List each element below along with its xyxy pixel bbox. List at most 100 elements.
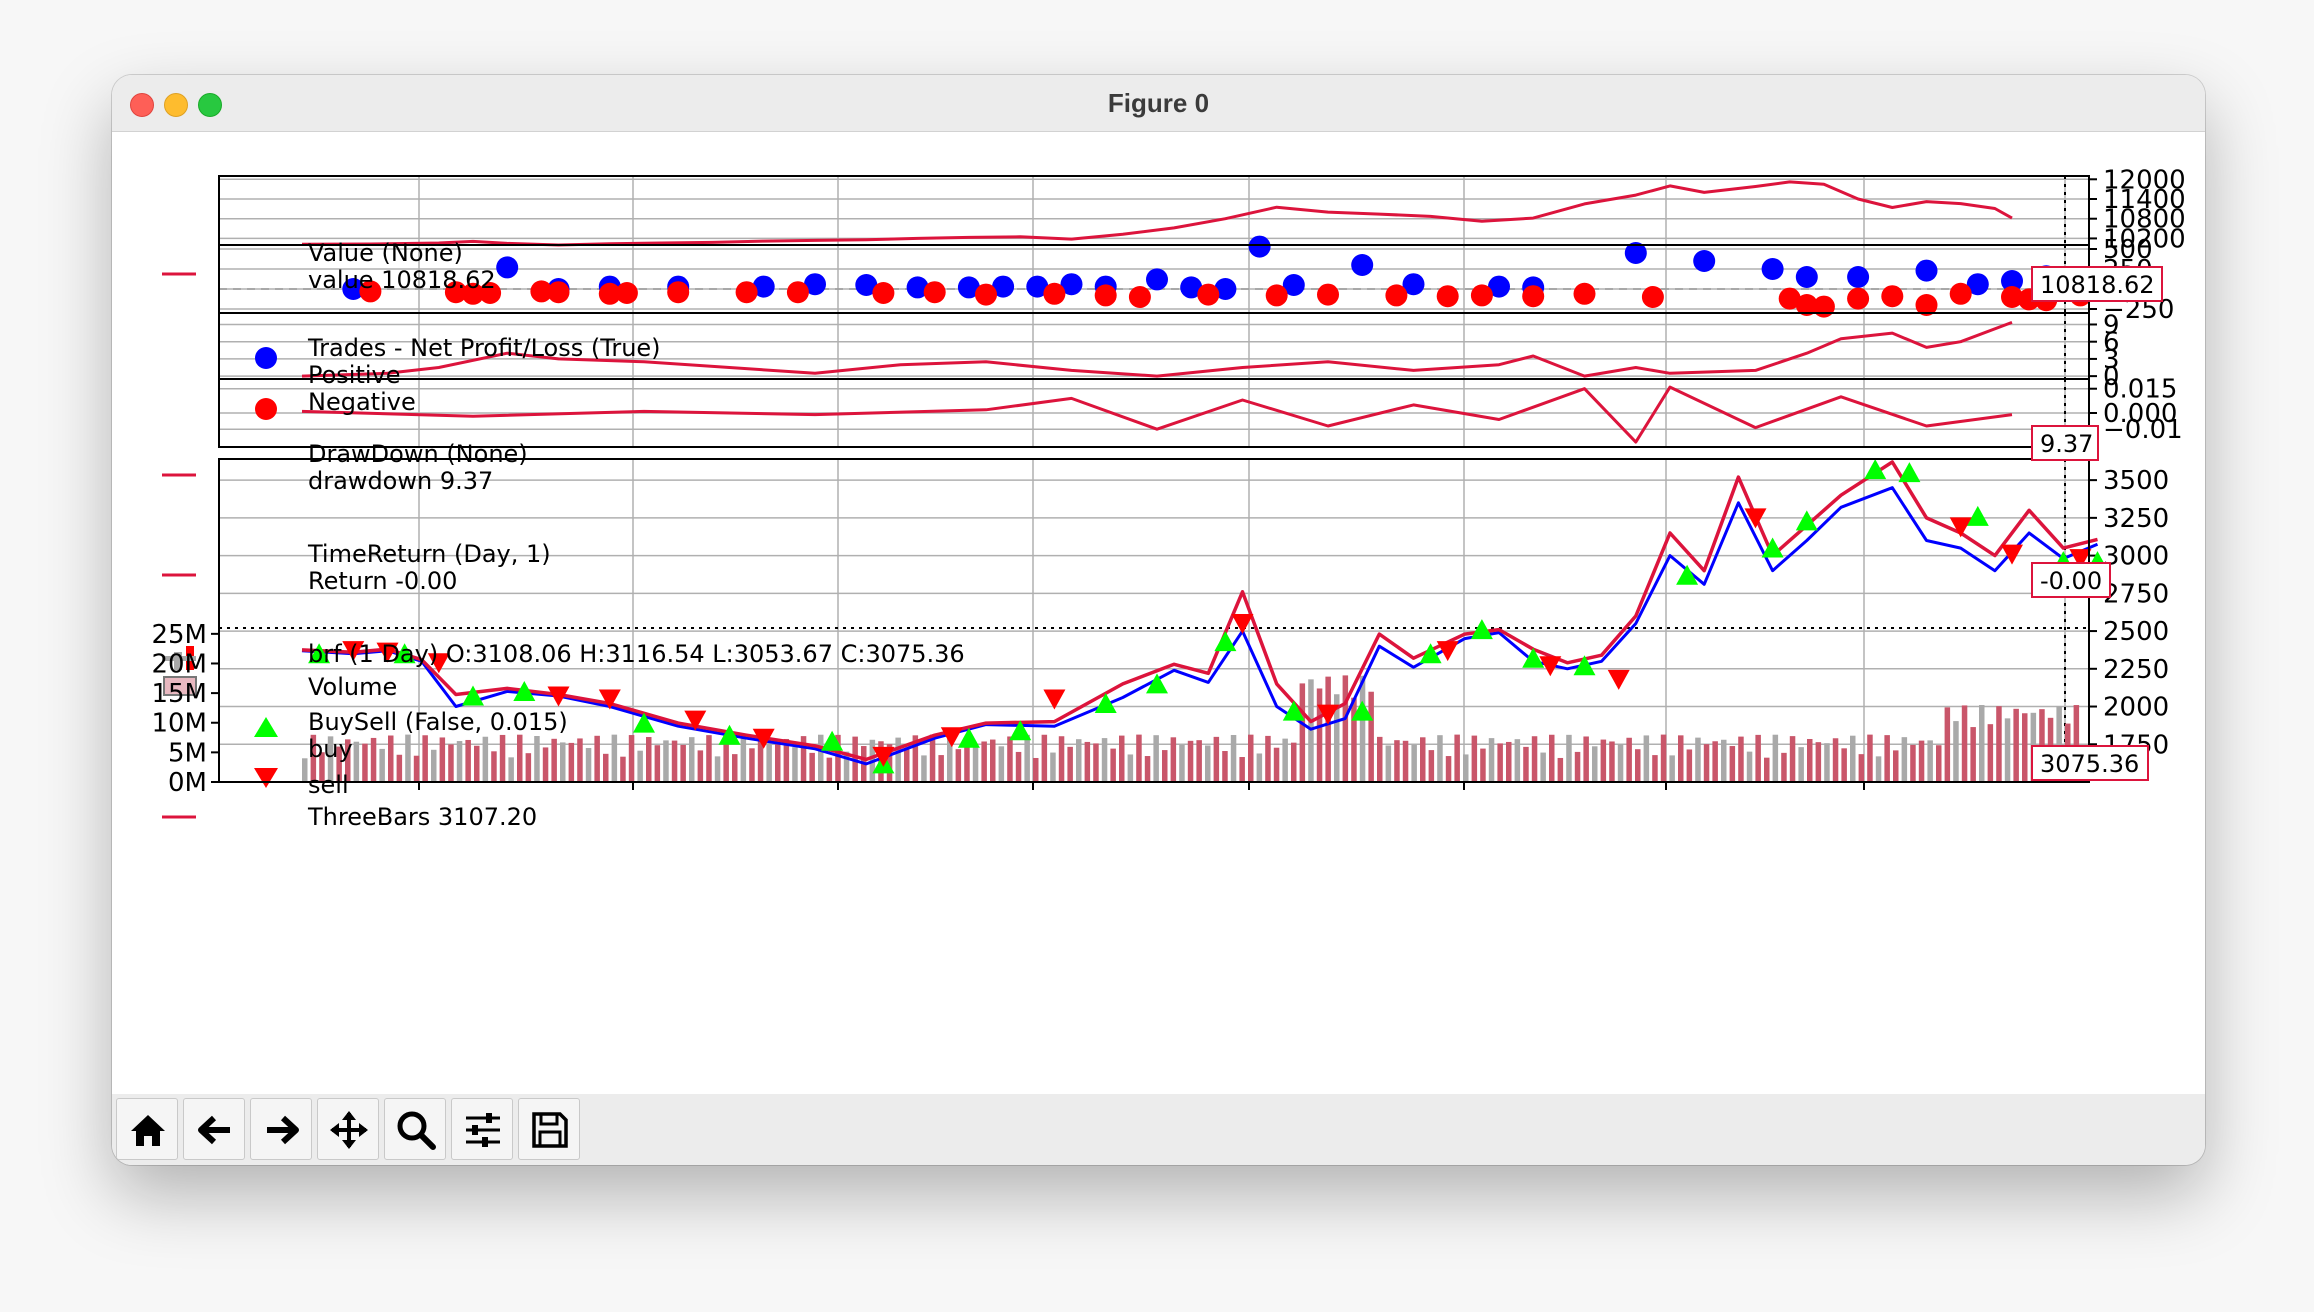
trade-positive-marker: [1693, 250, 1716, 272]
volume-bar: [1471, 735, 1478, 782]
volume-bar: [1540, 752, 1546, 782]
volume-bar: [491, 751, 497, 782]
price-legend-sell: sell: [308, 771, 349, 799]
data-series: [301, 180, 2109, 782]
sell-marker: [2069, 549, 2092, 570]
volume-bar: [1884, 735, 1890, 782]
volume-bar: [783, 738, 790, 782]
trades-axis-tick-label: 500: [2103, 235, 2153, 265]
volume-bar: [310, 734, 317, 782]
drawdown-tag: 9.37: [2031, 425, 2099, 461]
value-axes-frame: [218, 175, 2090, 246]
price-axis-tick-label: 2250: [2103, 655, 2169, 685]
trade-positive-marker: [1180, 276, 1203, 299]
volume-bar: [474, 745, 480, 782]
buy-marker: [1573, 655, 1596, 676]
volume-bar: [508, 757, 514, 782]
volume-bar: [1746, 751, 1753, 782]
volume-bar: [499, 734, 506, 782]
volume-bar: [1437, 735, 1443, 782]
volume-bar: [568, 742, 575, 782]
trade-positive-marker: [342, 278, 365, 300]
trade-negative-marker: [872, 282, 895, 304]
volume-bar: [336, 746, 342, 782]
backtrader-figure[interactable]: Value (None) value 10818.62 Trades - Net…: [112, 132, 2205, 1094]
trade-negative-marker: [1881, 285, 1904, 308]
trade-negative-marker: [1915, 294, 1938, 316]
volume-bar: [1755, 734, 1761, 782]
sell-marker: [1744, 508, 1767, 529]
volume-bar: [775, 742, 781, 782]
trade-negative-marker: [1812, 295, 1835, 318]
configure-button[interactable]: [451, 1098, 513, 1160]
volume-bar: [1531, 736, 1538, 782]
trade-negative-marker: [786, 281, 809, 304]
sell-marker: [1539, 656, 1562, 677]
volume-bar: [362, 743, 368, 782]
trades-legend-title: Trades - Net Profit/Loss (True): [307, 334, 661, 362]
volume-bar: [1643, 735, 1650, 782]
forward-button[interactable]: [250, 1098, 312, 1160]
close-window-button[interactable]: [130, 93, 154, 117]
volume-bar: [1566, 734, 1572, 782]
volume-bar: [1867, 734, 1873, 782]
buy-marker: [957, 727, 980, 748]
volume-bar: [551, 738, 557, 782]
volume-bar: [1239, 757, 1245, 782]
zoom-icon: [397, 1111, 436, 1150]
volume-bar: [740, 735, 747, 782]
trade-positive-marker: [496, 256, 519, 279]
volume-bar: [1351, 697, 1357, 782]
buy-marker: [1864, 459, 1887, 480]
value-tag: 10818.62: [2031, 266, 2163, 302]
sell-marker: [2001, 544, 2023, 565]
volume-bar: [1764, 757, 1770, 782]
volume-bar: [534, 736, 540, 782]
volume-bar: [1170, 737, 1177, 782]
buy-marker: [462, 685, 484, 706]
timereturn-legend-value: Return -0.00: [308, 567, 457, 595]
drawdown-axis-tick-label: 3: [2103, 345, 2120, 375]
price-legend-threebars: ThreeBars 3107.20: [307, 803, 537, 831]
trade-positive-marker: [804, 273, 826, 296]
volume-bar: [1144, 756, 1151, 782]
volume-bar: [1213, 736, 1220, 782]
volume-bar: [1024, 734, 1030, 782]
trade-positive-marker: [855, 274, 878, 296]
volume-bar: [1635, 749, 1641, 782]
trades-legend-negative: Negative: [308, 388, 416, 416]
volume-bar: [1256, 753, 1263, 782]
buy-marker: [308, 643, 331, 664]
buy-marker: [633, 712, 655, 733]
volume-bar: [1592, 746, 1598, 782]
volume-bar: [1824, 743, 1830, 782]
volume-bar: [714, 756, 721, 782]
minimize-window-button[interactable]: [164, 93, 188, 117]
volume-bar: [646, 737, 652, 782]
pan-button[interactable]: [317, 1098, 379, 1160]
trade-negative-marker: [2001, 286, 2023, 308]
home-button[interactable]: [116, 1098, 178, 1160]
volume-bar: [1987, 724, 1994, 782]
zoom-button[interactable]: [384, 1098, 446, 1160]
drawdown-axis-tick-label: 6: [2103, 328, 2120, 358]
sell-marker: [342, 641, 365, 662]
save-button[interactable]: [518, 1098, 580, 1160]
volume-bar: [1979, 705, 1985, 782]
volume-bar: [1299, 683, 1306, 782]
volume-bar: [689, 737, 695, 782]
drawdown-legend-title: DrawDown (None): [308, 440, 528, 468]
volume-bar: [353, 741, 360, 782]
volume-bar: [938, 755, 944, 782]
volume-bar: [2073, 705, 2080, 782]
sell-marker: [376, 642, 399, 663]
volume-bar: [1583, 736, 1589, 782]
price-axis-tick-label: 3000: [2103, 542, 2169, 572]
volume-bar: [611, 734, 618, 782]
trade-negative-marker: [1128, 286, 1151, 308]
volume-bar: [1050, 752, 1056, 782]
plot-canvas[interactable]: Value (None) value 10818.62 Trades - Net…: [112, 132, 2205, 1094]
back-button[interactable]: [183, 1098, 245, 1160]
maximize-window-button[interactable]: [198, 93, 222, 117]
volume-bar: [1316, 688, 1323, 782]
